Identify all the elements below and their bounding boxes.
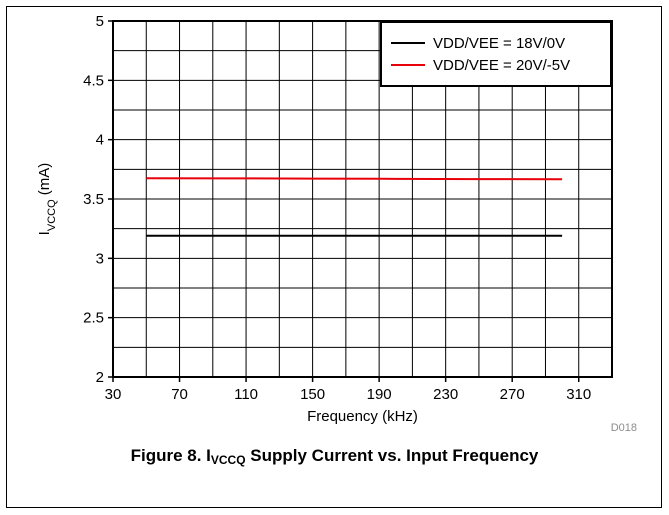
x-tick-label: 30: [105, 386, 122, 403]
x-tick-label: 150: [300, 386, 325, 403]
x-tick-label: 70: [171, 386, 188, 403]
y-tick-label: 4: [96, 132, 104, 149]
caption-suffix: Supply Current vs. Input Frequency: [245, 446, 539, 465]
series-line: [146, 177, 563, 181]
x-tick-label: 310: [566, 386, 591, 403]
y-tick-label: 2.5: [83, 310, 104, 327]
x-axis-label: Frequency (kHz): [307, 408, 418, 425]
y-tick-label: 5: [96, 13, 104, 30]
legend-label: VDD/VEE = 20V/-5V: [433, 57, 570, 74]
plot-border: [112, 20, 613, 378]
x-tick-label: 230: [433, 386, 458, 403]
y-tick-label: 3.5: [83, 191, 104, 208]
legend-label: VDD/VEE = 18V/0V: [433, 35, 565, 52]
x-tick-label: 270: [500, 386, 525, 403]
x-tick-label: 110: [234, 386, 258, 403]
legend-box: [380, 21, 612, 87]
y-tick-label: 3: [96, 250, 104, 267]
y-tick-label: 2: [96, 369, 104, 386]
figure-caption: Figure 8. IVCCQ Supply Current vs. Input…: [0, 446, 669, 467]
y-axis-label: IVCCQ (mA): [36, 163, 58, 236]
chart: 30 70 110 150 190 230 270 310 2 2.5 3 3.5 4 4.5 5 VDD/V…: [36, 13, 637, 434]
caption-subscript: VCCQ: [210, 453, 246, 467]
caption-prefix: Figure 8. I: [130, 446, 211, 465]
figure-code: D018: [611, 422, 637, 434]
y-tick-label: 4.5: [83, 72, 104, 89]
figure-frame: [6, 6, 662, 508]
x-tick-label: 190: [367, 386, 392, 403]
